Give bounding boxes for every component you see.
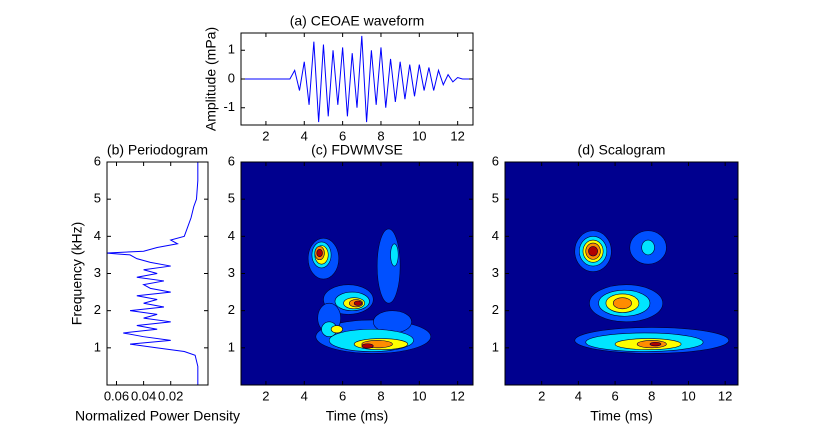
contour-region xyxy=(330,325,343,334)
x-tick-label: 8 xyxy=(648,388,655,403)
contour-region xyxy=(649,341,662,347)
y-tick-label: 1 xyxy=(492,339,499,354)
y-tick-label: 5 xyxy=(94,191,101,206)
y-tick-label: -1 xyxy=(223,99,235,114)
x-tick-label: 2 xyxy=(262,128,269,143)
y-tick-label: 6 xyxy=(94,153,101,168)
y-tick-label: 3 xyxy=(492,265,499,280)
y-axis-label: Frequency (kHz) xyxy=(69,222,85,325)
x-axis-label: Time (ms) xyxy=(590,408,652,424)
contour-region xyxy=(588,246,598,257)
panel-title: (c) FDWMVSE xyxy=(311,142,403,158)
panel-title: (d) Scalogram xyxy=(578,142,666,158)
x-axis-label: Normalized Power Density xyxy=(75,408,240,424)
panel: 2 4 6 8 10 12 -1 0 1 (a) CEOAE waveform Amplitude … xyxy=(203,13,474,143)
y-tick-label: 3 xyxy=(228,265,235,280)
y-tick-label: 3 xyxy=(94,265,101,280)
contour-region xyxy=(612,297,632,310)
panel-title: (a) CEOAE waveform xyxy=(290,13,425,29)
x-axis-label: Time (ms) xyxy=(326,408,388,424)
x-tick-label: 2 xyxy=(538,388,545,403)
y-tick-label: 5 xyxy=(228,191,235,206)
plot-area xyxy=(505,162,738,385)
x-tick-label: 12 xyxy=(450,128,464,143)
axes-frame xyxy=(240,32,474,126)
y-tick-label: 1 xyxy=(228,339,235,354)
plot-area xyxy=(107,162,199,385)
x-tick-label: 2 xyxy=(262,388,269,403)
x-tick-label: 10 xyxy=(412,388,426,403)
plot-area xyxy=(241,35,473,123)
x-tick-label: 4 xyxy=(575,388,582,403)
y-tick-label: 4 xyxy=(94,228,101,243)
x-tick-label: 0.06 xyxy=(104,388,129,403)
y-tick-label: 0 xyxy=(228,70,235,85)
x-tick-label: 4 xyxy=(301,128,308,143)
axes-frame xyxy=(504,161,739,386)
waveform-line xyxy=(241,35,473,123)
y-tick-label: 2 xyxy=(228,302,235,317)
panel: 0.06 0.04 0.02 1 2 3 4 5 6 (b) Periodogram Normali… xyxy=(69,142,240,424)
x-tick-label: 0.04 xyxy=(131,388,156,403)
x-tick-label: 4 xyxy=(301,388,308,403)
y-tick-label: 1 xyxy=(228,42,235,57)
x-tick-label: 12 xyxy=(450,388,464,403)
contour-region xyxy=(376,228,401,304)
x-tick-label: 0.02 xyxy=(158,388,183,403)
panel-title: (b) Periodogram xyxy=(107,142,208,158)
y-tick-label: 2 xyxy=(94,302,101,317)
contour-region xyxy=(641,239,655,256)
contour-region xyxy=(361,343,374,349)
axes-frame xyxy=(240,161,474,386)
y-tick-label: 1 xyxy=(94,339,101,354)
y-tick-label: 6 xyxy=(228,153,235,168)
y-tick-label: 4 xyxy=(228,228,235,243)
x-tick-label: 8 xyxy=(377,388,384,403)
x-tick-label: 6 xyxy=(339,388,346,403)
x-tick-label: 10 xyxy=(412,128,426,143)
y-tick-label: 6 xyxy=(492,153,499,168)
y-tick-label: 4 xyxy=(492,228,499,243)
y-tick-label: 2 xyxy=(492,302,499,317)
spectrum-line xyxy=(107,162,199,385)
x-tick-label: 12 xyxy=(718,388,732,403)
x-tick-label: 10 xyxy=(681,388,695,403)
axes-frame xyxy=(106,161,209,386)
contour-region xyxy=(390,243,399,267)
y-axis-label: Amplitude (mPa) xyxy=(203,27,219,131)
x-tick-label: 6 xyxy=(339,128,346,143)
y-tick-label: 5 xyxy=(492,191,499,206)
x-tick-label: 8 xyxy=(377,128,384,143)
contour-region xyxy=(316,249,323,258)
plot-area xyxy=(241,162,473,385)
x-tick-label: 6 xyxy=(611,388,618,403)
contour-region xyxy=(353,300,363,306)
